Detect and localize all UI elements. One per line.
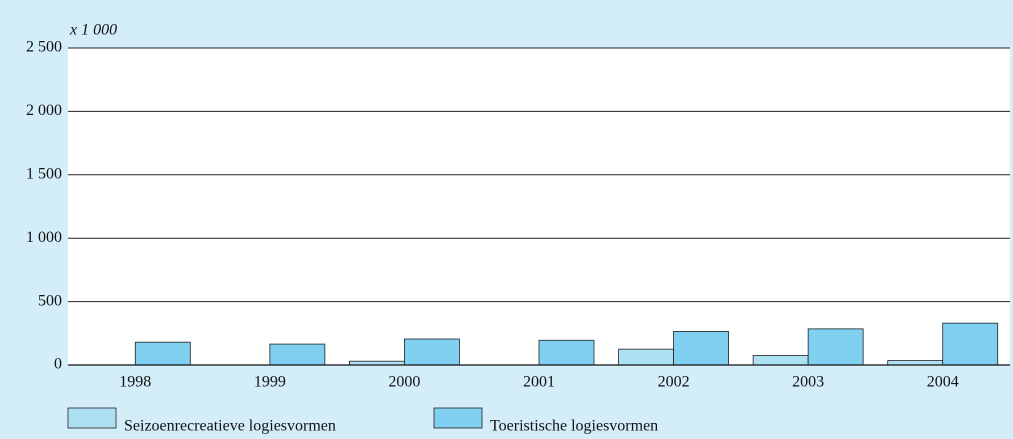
y-tick-label: 2 500 [26, 39, 62, 56]
bar [538, 339, 595, 366]
plot-area [68, 48, 1010, 365]
bar [807, 328, 864, 366]
y-tick-label: 1 000 [26, 229, 62, 246]
x-tick-label: 1999 [254, 374, 286, 391]
x-tick-label: 2002 [658, 374, 690, 391]
x-tick-label: 2001 [523, 374, 555, 391]
x-tick-label: 1998 [119, 374, 151, 391]
legend-label: Toeristische logiesvormen [490, 418, 658, 435]
bar [752, 355, 809, 366]
bar [269, 343, 326, 366]
bar [134, 341, 191, 366]
bar [887, 360, 944, 366]
legend-swatch [67, 407, 117, 429]
y-axis-label: x 1 000 [69, 22, 117, 39]
y-tick-label: 1 500 [26, 165, 62, 182]
bar [673, 330, 729, 366]
y-tick-label: 0 [54, 356, 62, 373]
bar [942, 322, 999, 366]
bar [404, 338, 460, 366]
x-tick-label: 2003 [792, 374, 824, 391]
x-tick-label: 2000 [388, 374, 420, 391]
legend-swatch [433, 407, 483, 429]
y-tick-label: 2 000 [26, 102, 62, 119]
y-tick-label: 500 [38, 292, 62, 309]
x-tick-label: 2004 [927, 374, 959, 391]
legend-label: Seizoenrecreatieve logiesvormen [124, 418, 336, 435]
bar [618, 348, 674, 366]
